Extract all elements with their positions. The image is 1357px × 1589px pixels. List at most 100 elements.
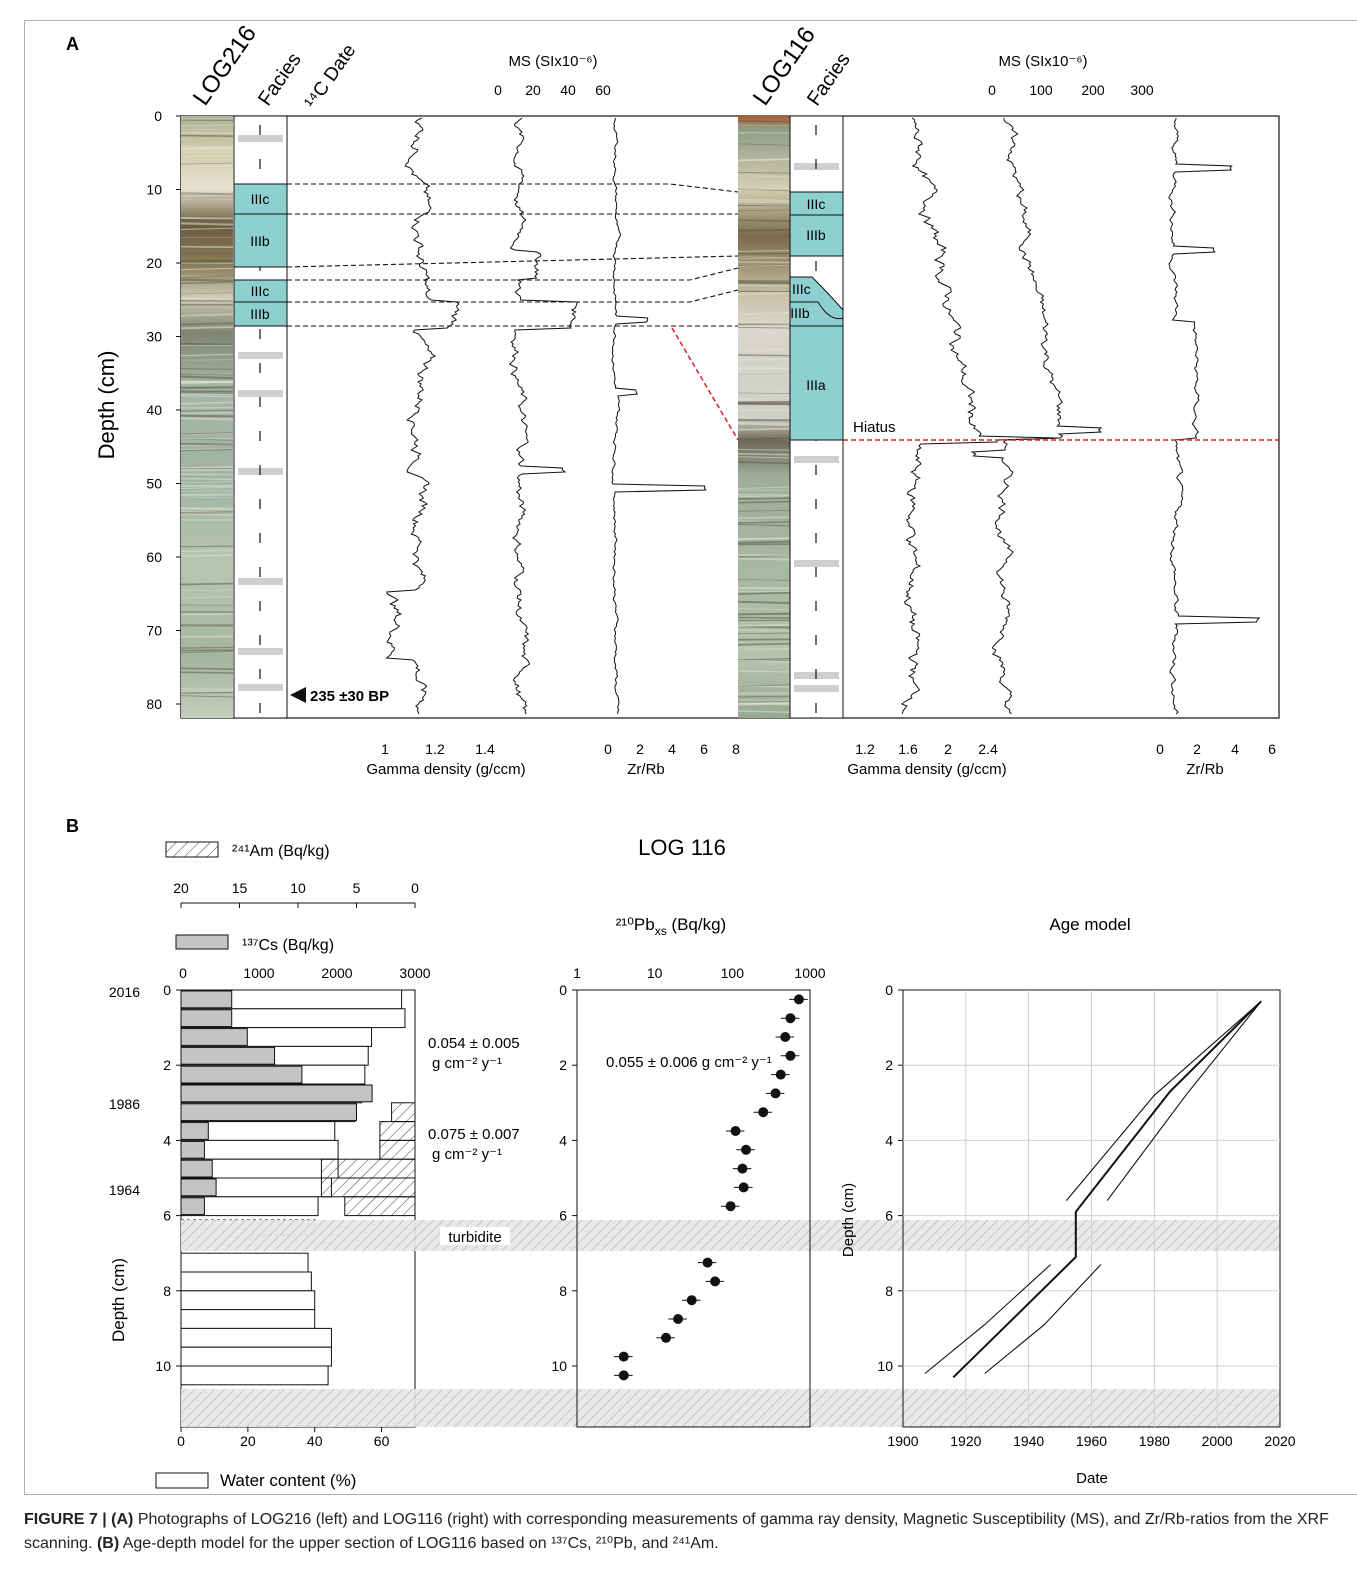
- chart1-depth-ticks: 0 2 4 6 8 10: [155, 982, 181, 1374]
- age-model-bound: [1107, 1001, 1261, 1200]
- figure-caption: FIGURE 7 | (A) Photographs of LOG216 (le…: [24, 1508, 1344, 1556]
- am-bar: [321, 1178, 415, 1197]
- pb-point: [780, 1032, 790, 1042]
- pb-point: [794, 994, 804, 1004]
- core-band: [738, 350, 790, 351]
- ms-tick-left: 0: [494, 82, 502, 98]
- core-band: [181, 494, 233, 495]
- core-left-title: LOG216: [188, 21, 262, 111]
- cs-legend-label: ¹³⁷Cs (Bq/kg): [242, 937, 334, 954]
- chart3-lines: [925, 1001, 1261, 1377]
- core-band: [181, 413, 233, 414]
- pb-point: [661, 1333, 671, 1343]
- core-band: [181, 584, 233, 585]
- cs-bar: [181, 1160, 212, 1177]
- unit-label: IIIc: [807, 196, 826, 212]
- depth-tick: 6: [163, 1208, 171, 1224]
- cs-ticks: 0 1000 2000 3000: [179, 965, 431, 981]
- facies-units-right: IIIc IIIb IIIc IIIb IIIa: [790, 192, 843, 440]
- core-band: [181, 136, 233, 137]
- ms-tick-left: 20: [525, 82, 541, 98]
- caption-b-text: Age-depth model for the upper section of…: [119, 1535, 719, 1552]
- age-model-bound: [985, 1265, 1101, 1374]
- zr-tick: 0: [1156, 741, 1164, 757]
- panel-a-frame: [181, 116, 1279, 718]
- depth-axis-label-b1: Depth (cm): [109, 1258, 128, 1342]
- am-legend-label: ²⁴¹Am (Bq/kg): [232, 843, 330, 860]
- ms-tick-right: 200: [1081, 82, 1105, 98]
- cs-tick: 3000: [399, 965, 430, 981]
- chart2-points: [614, 994, 808, 1380]
- depth-tick: 0: [885, 982, 893, 998]
- zr-tick: 6: [700, 741, 708, 757]
- caption-lead: FIGURE 7 |: [24, 1511, 111, 1528]
- core-band: [738, 644, 790, 645]
- core-band: [181, 474, 233, 475]
- depth-tick: 6: [559, 1208, 567, 1224]
- ms-tick-right: 0: [988, 82, 996, 98]
- cs-bar: [181, 1085, 372, 1102]
- ms-tick-left: 40: [560, 82, 576, 98]
- water-bar: [181, 1366, 328, 1385]
- facies-grey-band: [794, 560, 839, 567]
- pb-point: [673, 1314, 683, 1324]
- ms-header-right: MS (SIx10⁻⁶): [998, 53, 1087, 70]
- am-bar: [380, 1140, 415, 1159]
- am-tick: 10: [290, 880, 306, 896]
- core-band: [181, 344, 233, 345]
- depth-tick: 50: [146, 476, 162, 492]
- core-band: [738, 625, 790, 626]
- age-model-title: Age model: [1049, 915, 1130, 934]
- facies-left-header: Facies: [254, 49, 306, 110]
- gamma-tick: 2.4: [978, 741, 998, 757]
- gamma-tick: 1.6: [898, 741, 918, 757]
- water-bar: [181, 1291, 315, 1310]
- depth-tick: 6: [885, 1208, 893, 1224]
- lower-hatched-band: [181, 1389, 1280, 1427]
- gamma-tick: 1: [381, 741, 389, 757]
- pb-point: [785, 1051, 795, 1061]
- unit-label: IIIa: [806, 377, 826, 393]
- date-tick: 1980: [1139, 1433, 1170, 1449]
- cs-bar: [181, 1198, 204, 1215]
- zr-ticks-right: 0 2 4 6: [1156, 741, 1276, 757]
- depth-tick: 8: [559, 1283, 567, 1299]
- date-marker-label: 235 ±30 BP: [310, 688, 389, 705]
- pb-point: [619, 1370, 629, 1380]
- chart3-grid: [903, 990, 1280, 1427]
- depth-tick: 4: [559, 1132, 567, 1148]
- core-band: [738, 402, 790, 403]
- core-band: [181, 467, 233, 468]
- core-band: [181, 247, 233, 248]
- am-tick: 15: [232, 880, 248, 896]
- ms-tick-right: 100: [1029, 82, 1053, 98]
- date-axis-label: Date: [1076, 1470, 1108, 1487]
- cs-legend-swatch: [176, 935, 228, 949]
- gamma-tick: 1.2: [425, 741, 445, 757]
- cs-bar: [181, 1104, 357, 1121]
- pb-point: [741, 1145, 751, 1155]
- core-band: [738, 517, 790, 518]
- log-curve: [510, 118, 578, 714]
- zr-tick: 4: [1231, 741, 1239, 757]
- core-band: [738, 454, 790, 455]
- turbidite-label: turbidite: [448, 1229, 501, 1246]
- core-band: [181, 133, 233, 134]
- pb-point: [771, 1088, 781, 1098]
- core-band: [738, 617, 790, 618]
- pb-tick: 1000: [794, 965, 825, 981]
- core-band: [738, 374, 790, 375]
- core-band: [181, 672, 233, 673]
- gamma-axis-label-right: Gamma density (g/ccm): [847, 761, 1006, 778]
- facies-grey-band: [794, 685, 839, 692]
- core-band: [738, 495, 790, 496]
- depth-tick: 10: [146, 182, 162, 198]
- ms-ticks-right: 0 100 200 300: [988, 82, 1154, 98]
- depth-tick: 2: [163, 1057, 171, 1073]
- ms-ticks-left: 0 20 40 60: [494, 82, 611, 98]
- zr-tick: 2: [1193, 741, 1201, 757]
- gamma-axis-label-left: Gamma density (g/ccm): [366, 761, 525, 778]
- core-band: [181, 218, 233, 219]
- core-band: [738, 498, 790, 499]
- core-band: [181, 223, 233, 224]
